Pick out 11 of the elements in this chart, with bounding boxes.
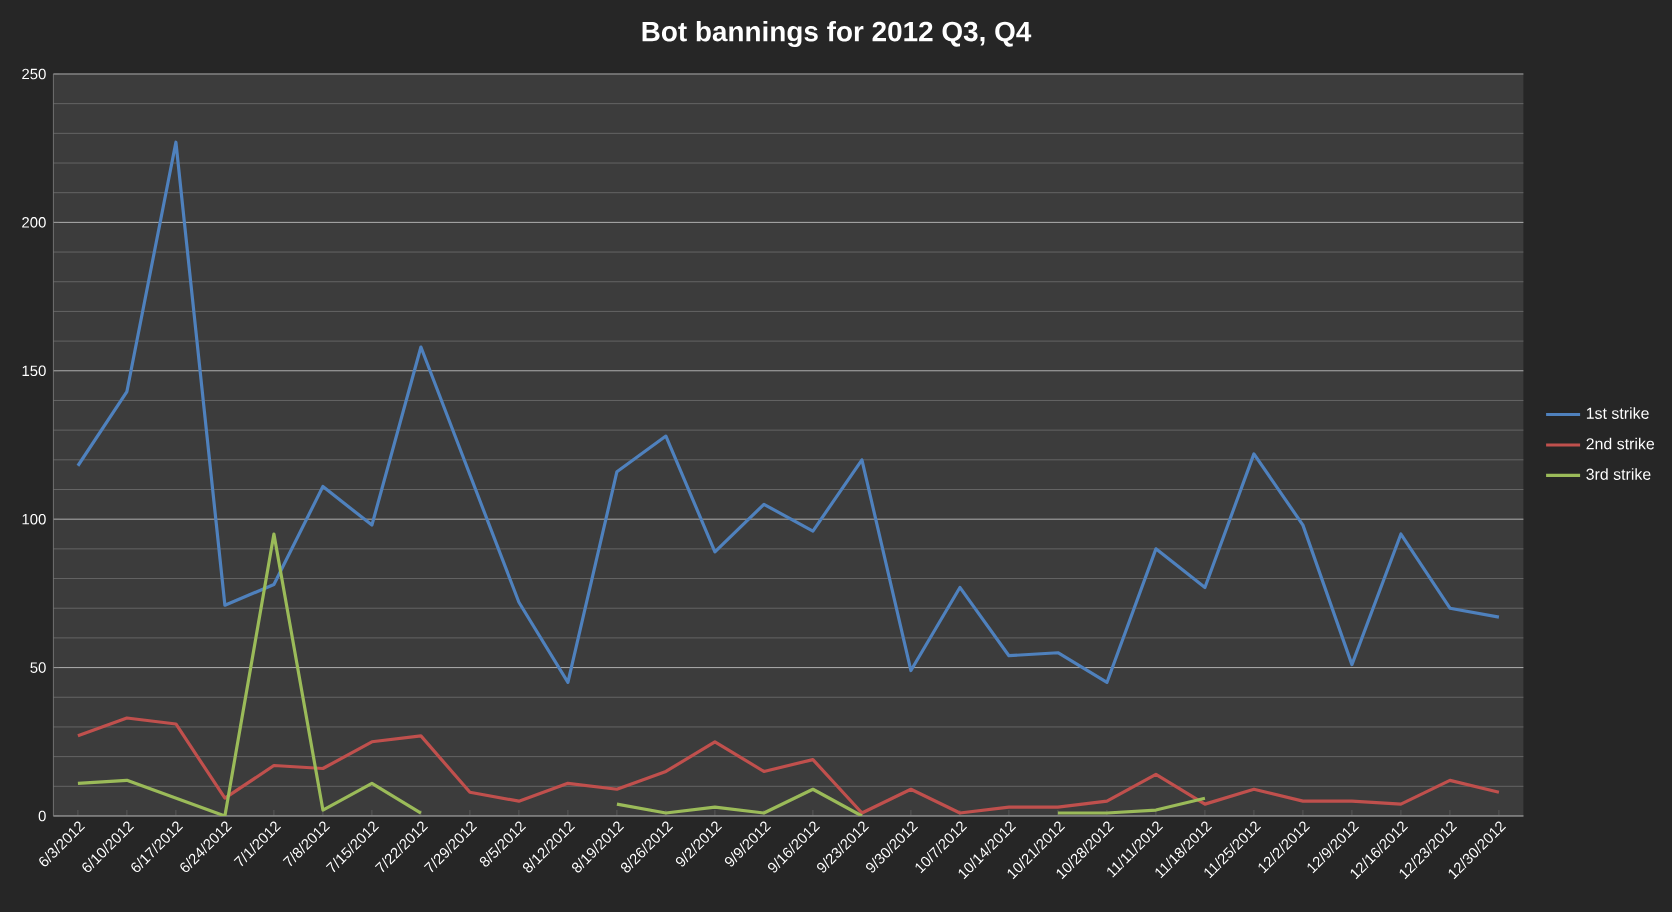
legend-label: 1st strike — [1586, 407, 1649, 419]
chart-title: Bot bannings for 2012 Q3, Q4 — [642, 20, 1032, 48]
line-series — [76, 716, 1501, 815]
legend-label: 3rd strike — [1586, 468, 1651, 480]
y-tick-label: 150 — [22, 365, 46, 377]
y-tick-label: 0 — [38, 810, 46, 822]
legend-label: 2nd strike — [1586, 437, 1655, 450]
y-tick-label: 100 — [22, 513, 46, 525]
y-tick-label: 200 — [22, 217, 46, 228]
y-tick-label: 250 — [22, 68, 46, 80]
y-tick-label: 50 — [30, 662, 46, 673]
